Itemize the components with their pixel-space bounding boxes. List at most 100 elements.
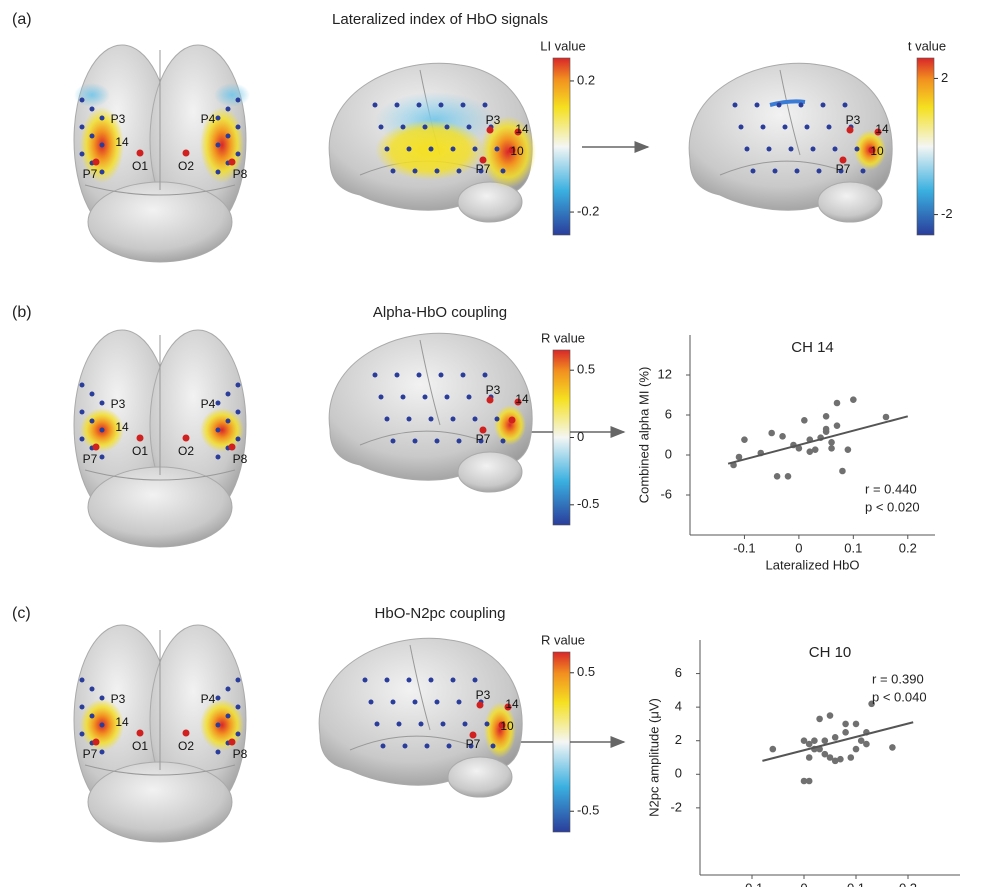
point xyxy=(811,737,818,745)
optode xyxy=(494,416,500,422)
optode xyxy=(235,677,241,683)
x-tick-label: 0.1 xyxy=(844,540,862,555)
point xyxy=(735,453,743,461)
sulci xyxy=(84,50,236,196)
x-tick-label: 0 xyxy=(795,540,802,555)
optode xyxy=(484,721,490,727)
activation xyxy=(200,408,244,452)
optode xyxy=(412,168,418,174)
optode xyxy=(440,721,446,727)
optode xyxy=(754,102,760,108)
optode xyxy=(215,454,221,460)
optode xyxy=(400,394,406,400)
optode xyxy=(136,434,144,442)
optode xyxy=(456,168,462,174)
optode xyxy=(456,438,462,444)
panel-label: (c) xyxy=(12,605,31,622)
optode xyxy=(504,703,512,711)
optode xyxy=(744,146,750,152)
point xyxy=(857,737,865,745)
optode xyxy=(79,151,85,157)
channel-label: P4 xyxy=(201,112,216,126)
point xyxy=(833,422,841,429)
optode xyxy=(215,142,221,148)
y-tick-label: -6 xyxy=(660,486,672,501)
optode xyxy=(79,97,85,103)
point xyxy=(816,715,823,723)
optode xyxy=(456,699,462,705)
fit-line xyxy=(762,721,914,762)
point xyxy=(801,417,808,424)
optode xyxy=(839,156,847,164)
optode xyxy=(500,168,506,174)
optode xyxy=(500,438,506,444)
optode xyxy=(182,729,190,737)
activation xyxy=(74,83,110,107)
channel-label: O1 xyxy=(132,444,148,458)
channel-label: P4 xyxy=(201,397,216,411)
optode xyxy=(498,721,506,729)
content xyxy=(512,141,650,748)
optode xyxy=(225,418,231,424)
channel-label: P8 xyxy=(233,747,248,761)
optode xyxy=(235,151,241,157)
optode xyxy=(235,97,241,103)
optode xyxy=(444,124,450,130)
optode xyxy=(378,394,384,400)
point xyxy=(826,712,834,719)
optode xyxy=(476,701,484,709)
colorbar xyxy=(552,651,571,833)
chart-title: CH 10 xyxy=(809,644,852,661)
activation xyxy=(200,699,244,751)
optode xyxy=(99,695,105,701)
point xyxy=(889,744,896,751)
optode xyxy=(832,146,838,152)
optode xyxy=(225,686,231,692)
optode xyxy=(444,394,450,400)
optode xyxy=(99,142,105,148)
point xyxy=(806,448,814,455)
point xyxy=(852,745,860,753)
optode xyxy=(466,124,472,130)
channel-label: P3 xyxy=(111,397,126,411)
activation xyxy=(494,405,526,445)
optode xyxy=(390,168,396,174)
annotation: p < 0.020 xyxy=(865,499,920,514)
y-axis-label: N2pc amplitude (μV) xyxy=(646,698,661,817)
cerebellum xyxy=(87,181,233,263)
point xyxy=(805,777,813,785)
panel-title: Alpha-HbO coupling xyxy=(373,304,507,321)
point xyxy=(769,745,777,753)
channel-label: P7 xyxy=(83,747,98,761)
panel-label: (b) xyxy=(12,304,32,321)
colorbar-title: R value xyxy=(541,330,585,345)
point xyxy=(784,473,792,480)
point xyxy=(822,413,830,420)
optode xyxy=(508,416,516,424)
optode xyxy=(406,146,412,152)
point xyxy=(768,429,775,437)
channel-label: P7 xyxy=(466,737,481,751)
optode xyxy=(225,133,231,139)
optode xyxy=(794,168,800,174)
optode xyxy=(750,168,756,174)
point xyxy=(847,754,855,761)
optode xyxy=(772,168,778,174)
colorbar xyxy=(552,349,571,526)
channel-label: P8 xyxy=(233,167,248,181)
channel-label: P7 xyxy=(476,432,491,446)
optode xyxy=(428,677,434,683)
brain xyxy=(688,62,893,211)
optode xyxy=(446,743,452,749)
colorbar-tick-label: -2 xyxy=(941,206,953,221)
optode xyxy=(225,106,231,112)
optode xyxy=(89,418,95,424)
optode xyxy=(89,391,95,397)
optode xyxy=(804,124,810,130)
channel-label: 14 xyxy=(515,392,529,406)
panel-title: HbO-N2pc coupling xyxy=(375,605,506,622)
optode xyxy=(422,394,428,400)
point xyxy=(795,445,803,452)
optode xyxy=(394,102,400,108)
